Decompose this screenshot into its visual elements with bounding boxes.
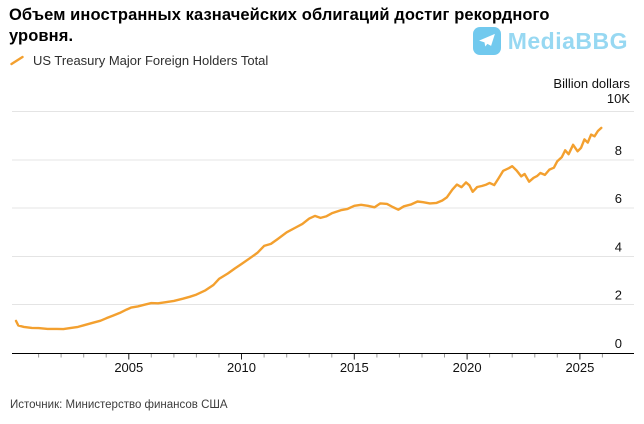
y-tick-label: 8 [615,143,622,158]
x-tick-label: 2010 [227,360,256,375]
legend-line-marker [10,55,24,66]
chart-title-line1: Объем иностранных казначейских облигаций… [9,6,550,24]
chart-title-line2: уровня. [9,27,74,45]
watermark-text: MediaBBG [507,27,628,54]
y-axis-unit-text: Billion dollars [553,76,630,91]
telegram-plane-icon [472,27,501,55]
mediabbg-watermark: MediaBBG [472,27,628,55]
source-note: Источник: Министерство финансов США [10,399,228,411]
chart-title: Объем иностранных казначейских облигаций… [9,5,641,47]
y-axis-unit-label: Billion dollars 10K [553,76,630,106]
legend-label: US Treasury Major Foreign Holders Total [33,53,269,68]
y-tick-label: 6 [615,191,622,206]
y-tick-label: 0 [615,336,622,351]
x-tick-label: 2020 [453,360,482,375]
y-axis-top-tick: 10K [606,90,630,106]
x-tick-label: 2015 [340,360,369,375]
x-tick-label: 2025 [565,360,594,375]
legend: US Treasury Major Foreign Holders Total [10,53,268,68]
data-line-us-treasury-total [14,126,603,331]
y-tick-label: 2 [615,288,622,303]
y-tick-label: 4 [615,240,622,255]
x-tick-label: 2005 [114,360,143,375]
